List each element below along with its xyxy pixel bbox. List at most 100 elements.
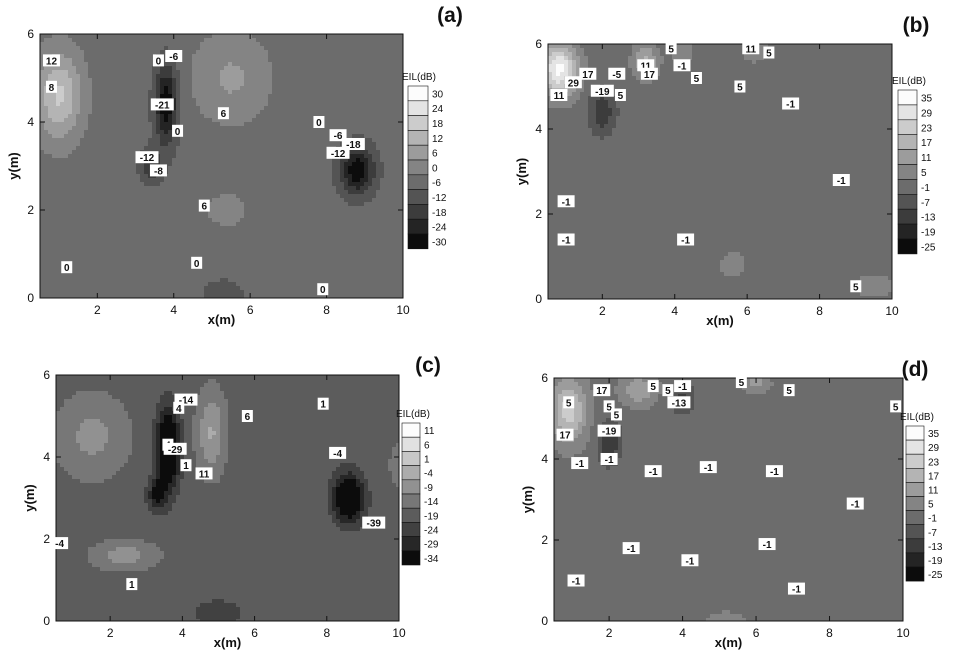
legend-level-label: 6 bbox=[432, 149, 438, 160]
legend-swatch bbox=[407, 115, 429, 131]
legend-swatch bbox=[401, 422, 421, 438]
contour-label: 11 bbox=[745, 44, 756, 55]
contour-label: -1 bbox=[685, 556, 694, 567]
y-tick-label: 6 bbox=[27, 27, 34, 41]
x-tick-label: 2 bbox=[94, 303, 101, 317]
y-tick-label: 4 bbox=[43, 450, 50, 464]
legend-swatch bbox=[407, 233, 429, 250]
contour-label: -21 bbox=[155, 100, 170, 111]
contour-label-bg bbox=[150, 98, 174, 111]
contour-field bbox=[40, 34, 403, 298]
contour-label-bg bbox=[735, 376, 747, 389]
legend-level-label: -30 bbox=[432, 237, 447, 248]
legend-level-label: -1 bbox=[928, 514, 937, 525]
contour-label-bg bbox=[152, 54, 164, 67]
contour-label-bg bbox=[665, 42, 677, 55]
contour-label-bg bbox=[317, 283, 329, 296]
contour-label: 5 bbox=[618, 91, 624, 102]
contour-label-bg bbox=[571, 457, 589, 470]
contour-label-bg bbox=[608, 67, 626, 80]
legend-level-label: -24 bbox=[424, 526, 439, 537]
contour-label: -6 bbox=[334, 131, 343, 142]
panel-letter: (b) bbox=[903, 14, 930, 37]
legend-swatch bbox=[401, 550, 421, 566]
legend-title: EIL(dB) bbox=[402, 72, 436, 83]
contour-label: -12 bbox=[331, 149, 346, 160]
contour-label: 12 bbox=[46, 56, 58, 67]
legend-level-label: 24 bbox=[432, 104, 444, 115]
legend-swatch bbox=[897, 104, 918, 121]
contour-label: 11 bbox=[199, 469, 210, 480]
legend-swatch bbox=[401, 465, 421, 481]
x-axis-label: x(m) bbox=[715, 635, 742, 650]
contour-label: -1 bbox=[763, 540, 772, 551]
contour-label-bg bbox=[677, 233, 695, 246]
contour-label: 5 bbox=[614, 410, 620, 421]
plot-frame bbox=[55, 374, 400, 622]
contour-label-bg bbox=[556, 428, 574, 441]
contour-label: 1 bbox=[183, 461, 189, 472]
x-tick-label: 8 bbox=[323, 626, 330, 640]
plot-frame bbox=[547, 43, 893, 300]
x-tick-label: 10 bbox=[885, 304, 899, 318]
legend-level-label: 35 bbox=[921, 93, 933, 104]
contour-label: -1 bbox=[562, 236, 571, 247]
panel-letter: (d) bbox=[902, 358, 929, 381]
legend-swatch bbox=[401, 507, 421, 523]
legend-level-label: -19 bbox=[424, 511, 439, 522]
legend-level-label: -24 bbox=[432, 223, 447, 234]
contour-label: -1 bbox=[605, 455, 614, 466]
contour-label-bg bbox=[783, 384, 795, 397]
contour-label: -19 bbox=[595, 87, 610, 98]
contour-label-bg bbox=[165, 50, 183, 62]
contour-label: -1 bbox=[681, 236, 690, 247]
contour-label: -18 bbox=[346, 140, 361, 151]
contour-label: 17 bbox=[582, 70, 594, 81]
legend-level-label: -18 bbox=[432, 208, 447, 219]
contour-label: -8 bbox=[154, 166, 163, 177]
contour-label: 0 bbox=[175, 127, 181, 138]
contour-label-bg bbox=[217, 107, 229, 120]
x-tick-label: 8 bbox=[816, 304, 823, 318]
contour-label: -29 bbox=[168, 445, 183, 456]
contour-label-bg bbox=[326, 146, 350, 159]
legend-swatch bbox=[905, 566, 925, 582]
contour-label-bg bbox=[172, 124, 184, 137]
legend-swatch bbox=[897, 238, 918, 255]
legend-level-label: -25 bbox=[928, 570, 943, 581]
contour-label-bg bbox=[191, 256, 203, 269]
contour-label: -5 bbox=[612, 70, 621, 81]
contour-label: -1 bbox=[572, 577, 581, 588]
x-axis-label: x(m) bbox=[214, 635, 241, 650]
legend-level-label: 5 bbox=[928, 500, 934, 511]
contour-label-bg bbox=[640, 67, 658, 80]
legend-title: EIL(dB) bbox=[900, 412, 934, 423]
legend-swatch bbox=[401, 451, 421, 466]
legend-swatch bbox=[407, 100, 429, 116]
contour-label: 5 bbox=[766, 49, 772, 60]
legend-level-label: -6 bbox=[432, 178, 441, 189]
contour-label: 11 bbox=[640, 61, 651, 72]
contour-label-bg bbox=[644, 465, 662, 478]
contour-label: 1 bbox=[129, 580, 135, 591]
contour-label: 11 bbox=[554, 91, 565, 102]
contour-label-bg bbox=[173, 401, 185, 414]
x-tick-label: 6 bbox=[753, 626, 760, 640]
y-tick-label: 0 bbox=[43, 614, 50, 628]
legend-level-label: -9 bbox=[424, 483, 433, 494]
plot-frame bbox=[39, 33, 404, 299]
contour-label-bg bbox=[313, 116, 325, 128]
contour-label-bg bbox=[690, 72, 702, 84]
contour-label: 8 bbox=[49, 83, 55, 94]
contour-label: -1 bbox=[851, 500, 860, 511]
contour-label: 5 bbox=[650, 382, 656, 393]
legend-level-label: -13 bbox=[921, 213, 936, 224]
contour-label: -39 bbox=[366, 519, 381, 530]
contour-label: -14 bbox=[179, 396, 194, 407]
y-tick-label: 6 bbox=[541, 371, 548, 385]
legend-swatch bbox=[401, 479, 421, 495]
y-tick-label: 4 bbox=[541, 452, 548, 466]
